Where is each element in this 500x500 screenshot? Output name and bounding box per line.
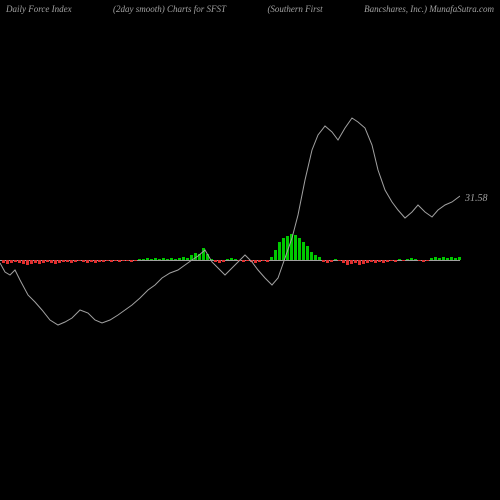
title-mid1: (2day smooth) Charts for SFST	[113, 4, 226, 14]
title-mid2: (Southern First	[267, 4, 322, 14]
chart-body: 31.58	[0, 20, 500, 500]
last-price-label: 31.58	[465, 193, 488, 204]
price-line	[0, 20, 460, 500]
title-left: Daily Force Index	[6, 4, 72, 14]
chart-header: Daily Force Index (2day smooth) Charts f…	[0, 4, 500, 14]
title-right: Bancshares, Inc.) MunafaSutra.com	[364, 4, 494, 14]
chart-container: Daily Force Index (2day smooth) Charts f…	[0, 0, 500, 500]
